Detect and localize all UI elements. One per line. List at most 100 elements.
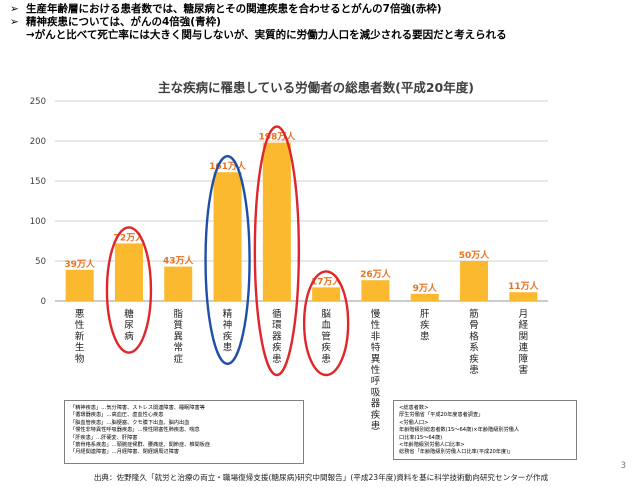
bullet-text: 生産年齢層における患者数では、糖尿病とその関連疾患を合わせるとがんの7倍強(赤枠… [26, 3, 442, 15]
x-category-label: 物 [75, 353, 85, 365]
disease-definition-box: 「精神疾患」…気分障害、ストレス関連障害、睡眠障害等 「循環器疾患」…高血圧、虚… [64, 400, 304, 464]
x-category-label: 器 [272, 331, 282, 342]
red-highlight-ellipse [253, 125, 301, 377]
bullet-text: 精神疾患については、がんの4倍強(青枠) [26, 16, 221, 28]
data-label: 9万人 [413, 282, 438, 294]
x-category-label: 系 [469, 343, 479, 354]
x-category-label: 呼 [371, 376, 381, 387]
x-category-label: 性 [371, 319, 381, 331]
x-category-label: 吸 [371, 387, 381, 398]
red-highlight-ellipse [302, 270, 350, 377]
data-label: 198万人 [258, 131, 296, 143]
bullet-mark: ➢ [10, 3, 19, 15]
y-tick-label: 0 [41, 297, 46, 307]
definition-line: 「肝疾患」…肝硬変、肝障害 [70, 434, 138, 441]
x-category-label: 脳 [321, 308, 331, 320]
source-note-line: <労働人口> [399, 419, 429, 426]
x-category-label: 肝 [420, 309, 430, 320]
x-category-label: 患 [272, 353, 282, 365]
bar [114, 243, 143, 301]
y-tick-label: 50 [35, 257, 46, 267]
x-category-label: 患 [371, 420, 381, 432]
bar [410, 293, 439, 301]
page-number: 3 [620, 461, 626, 471]
x-category-label: 血 [321, 319, 331, 331]
data-label: 26万人 [360, 268, 392, 280]
x-category-label: 疾 [321, 342, 331, 354]
red-highlight-ellipse [105, 226, 153, 354]
bullet-1: ➢ 生産年齢層における患者数では、糖尿病とその関連疾患を合わせるとがんの7倍強(赤… [10, 3, 638, 16]
x-category-label: 疾 [371, 409, 381, 421]
bar [65, 269, 94, 301]
data-label: 72万人 [114, 231, 146, 243]
bar [164, 266, 193, 301]
x-category-label: 器 [371, 399, 381, 410]
x-category-label: 非 [371, 330, 381, 342]
source-note-line: 口比率(15〜64歳) [399, 434, 443, 441]
source-note-line: 年齢階級別総患者数(15〜64歳)×年齢階級別労働人 [399, 427, 520, 434]
y-tick-label: 150 [30, 177, 46, 187]
bullet-mark: ➢ [10, 16, 19, 28]
definition-line: 「循環器疾患」…高血圧、虚血性心疾患 [70, 412, 164, 419]
source-note-line: <総患者数> [399, 405, 429, 411]
x-category-label: 慢 [371, 308, 381, 320]
x-category-label: 性 [371, 364, 381, 376]
x-category-label: 尿 [124, 320, 134, 331]
x-category-label: 病 [124, 330, 134, 342]
bar [213, 172, 242, 301]
data-label: 161万人 [209, 160, 247, 172]
data-label: 43万人 [163, 255, 195, 267]
data-label: 17万人 [311, 275, 343, 287]
x-category-label: 循 [272, 308, 282, 320]
x-category-label: 質 [173, 319, 183, 331]
x-category-label: 性 [75, 319, 85, 331]
x-category-label: 異 [371, 354, 381, 365]
x-category-label: 疾 [469, 353, 479, 365]
x-category-label: 異 [173, 331, 183, 342]
definition-line: 「月経関連障害」…月経障害、閉経期周辺障害 [70, 449, 179, 456]
y-tick-label: 250 [30, 97, 46, 107]
x-category-label: 悪 [75, 309, 85, 320]
x-category-label: 生 [75, 342, 85, 354]
x-category-label: 連 [519, 342, 529, 354]
bullet-3: →がんと比べて死亡率には大きく関与しないが、実質的に労働力人口を減少される要因だ… [10, 29, 638, 42]
x-category-label: 特 [371, 342, 381, 354]
y-tick-label: 100 [30, 217, 46, 227]
x-category-label: 患 [321, 353, 331, 365]
x-category-label: 疾 [223, 330, 233, 342]
source-citation: 出典：佐野隆久「就労と治療の両立・職場復帰支援(糖尿病)研究中間報告」(平成23… [93, 473, 549, 482]
x-category-label: 症 [173, 353, 183, 365]
data-label: 39万人 [64, 258, 96, 270]
definition-line: 「精神疾患」…気分障害、ストレス関連障害、睡眠障害等 [70, 405, 205, 411]
x-category-label: 常 [173, 342, 183, 354]
x-category-label: 格 [469, 330, 479, 342]
x-category-label: 新 [75, 330, 85, 342]
x-category-label: 害 [519, 364, 529, 376]
data-source-box: <総患者数> 厚生労働省「平成20年度患者調査」 <労働人口> 年齢階級別総患者… [393, 400, 577, 460]
x-category-label: 脂 [173, 308, 183, 320]
x-category-label: 環 [272, 320, 282, 331]
bar [312, 287, 341, 301]
bar [460, 261, 489, 301]
bar [509, 292, 538, 301]
x-category-label: 糖 [124, 308, 134, 320]
x-category-label: 月 [519, 309, 529, 320]
definition-line: 「慢性非特異性呼吸器疾患」…慢性閉塞性肺疾患、喘息 [70, 427, 200, 434]
x-category-label: 骨 [469, 320, 479, 331]
bar [361, 280, 390, 301]
x-category-label: 筋 [469, 308, 479, 320]
x-category-label: 経 [519, 319, 529, 331]
x-category-label: 患 [420, 330, 430, 342]
x-category-label: 管 [321, 330, 331, 342]
source-note-line: 厚生労働省「平成20年度患者調査」 [399, 412, 484, 419]
x-category-label: 関 [519, 331, 529, 342]
blue-highlight-ellipse [204, 154, 251, 366]
source-note-line: 総務省「年齢階級別労働人口比率(平成20年度)」 [399, 449, 514, 456]
x-category-label: 疾 [420, 319, 430, 331]
x-category-label: 患 [469, 364, 479, 376]
bullet-2: ➢ 精神疾患については、がんの4倍強(青枠) [10, 16, 638, 29]
x-category-label: 疾 [272, 342, 282, 354]
data-label: 11万人 [508, 280, 540, 292]
chart-title: 主な疾病に罹患している労働者の総患者数(平成20年度) [158, 80, 474, 95]
